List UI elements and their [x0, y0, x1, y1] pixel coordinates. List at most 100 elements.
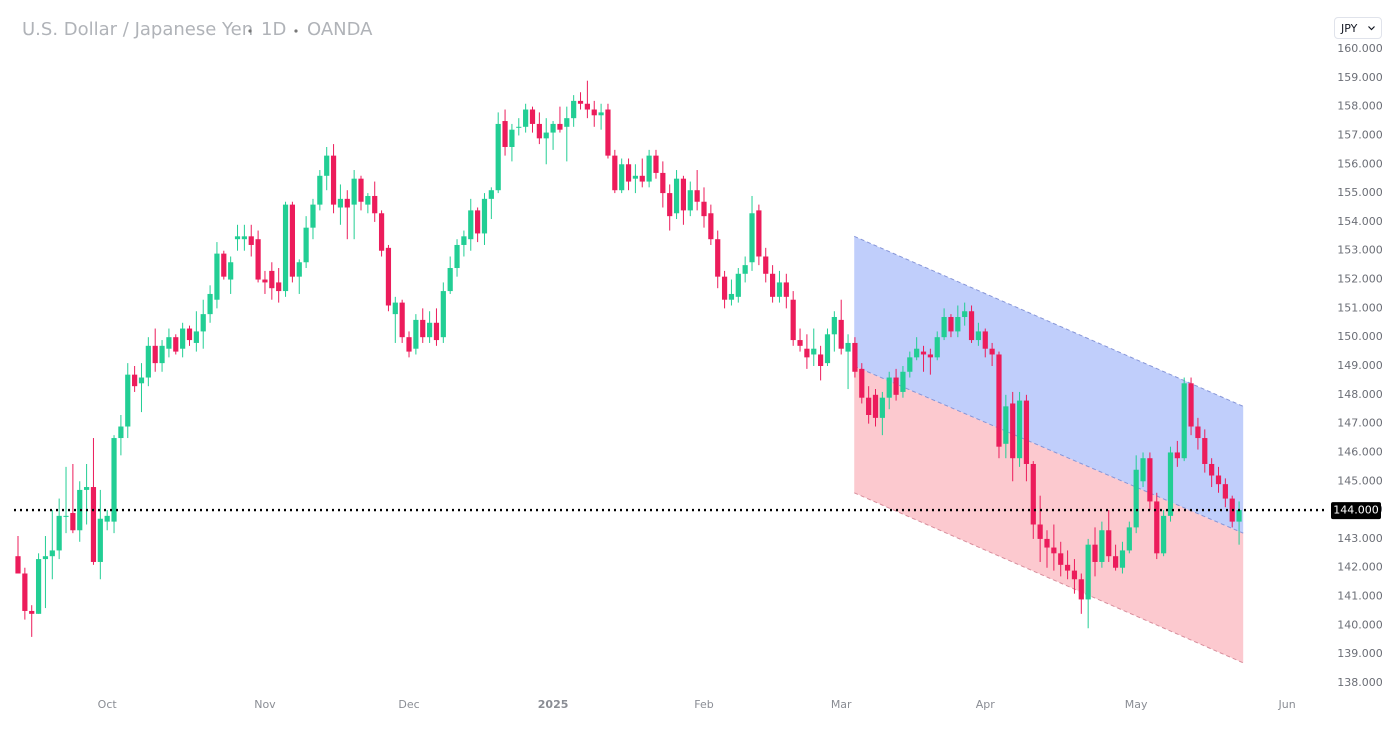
candle-body — [468, 210, 474, 240]
candle-body — [420, 319, 426, 338]
candle-body — [475, 210, 481, 234]
y-tick-label: 152.000 — [1337, 273, 1383, 286]
y-tick-label: 142.000 — [1337, 561, 1383, 574]
candle-body — [543, 132, 549, 139]
candle-body — [893, 377, 899, 395]
y-tick-label: 155.000 — [1337, 186, 1383, 199]
candle-body — [262, 279, 268, 283]
candle-body — [84, 487, 90, 490]
candle-body — [221, 253, 227, 277]
candle-body — [1003, 406, 1009, 444]
candle-body — [824, 334, 831, 364]
candle-body — [591, 109, 597, 116]
candle-body — [1188, 383, 1194, 427]
candle-body — [344, 198, 350, 208]
candle-body — [934, 337, 940, 358]
candle-body — [1010, 403, 1016, 459]
price-label-box — [1331, 502, 1381, 520]
candle-body — [577, 100, 584, 104]
candle-body — [872, 394, 879, 418]
candle-body — [783, 282, 789, 297]
candle-body — [735, 273, 741, 297]
candle-body — [584, 103, 590, 110]
candle-body — [392, 302, 398, 315]
candle-body — [797, 340, 803, 346]
candle-body — [132, 374, 138, 387]
candle-body — [152, 345, 158, 364]
candle-body — [1016, 400, 1023, 459]
candle-body — [1222, 484, 1228, 499]
candle-body — [433, 322, 440, 341]
currency-select[interactable]: JPY — [1334, 17, 1382, 39]
candle-body — [632, 175, 638, 179]
candle-body — [859, 368, 865, 398]
y-tick-label: 141.000 — [1337, 590, 1383, 603]
candle-body — [1215, 475, 1222, 485]
candle-body — [1154, 501, 1160, 554]
candle-body — [42, 556, 49, 560]
currency: JPY — [1341, 21, 1358, 35]
candle-body — [879, 397, 885, 418]
candle-body — [852, 342, 858, 372]
x-tick-label: Mar — [831, 698, 852, 711]
y-tick-label: 147.000 — [1337, 417, 1383, 430]
candle-body — [1030, 463, 1036, 525]
channel-lower-fill — [854, 366, 1244, 663]
candle-body — [282, 204, 289, 292]
candle-body — [1113, 556, 1119, 568]
x-tick-label: Dec — [398, 698, 419, 711]
x-tick-label: May — [1125, 698, 1148, 711]
candle-body — [975, 331, 981, 341]
candle-body — [728, 293, 735, 300]
candle-body — [529, 109, 536, 124]
y-tick-label: 139.000 — [1337, 647, 1383, 660]
candle-body — [996, 354, 1002, 447]
candle-body — [207, 293, 213, 315]
candle-body — [310, 204, 316, 228]
candle-body — [241, 236, 247, 240]
candle-body — [70, 512, 76, 531]
candle-body — [1161, 515, 1167, 554]
separator — [248, 29, 252, 33]
candle-body — [770, 273, 776, 297]
candle-body — [454, 244, 460, 269]
candle-body — [1071, 570, 1078, 580]
candle-body — [56, 515, 62, 551]
candle-body — [749, 213, 755, 263]
candle-body — [955, 317, 961, 332]
candle-body — [255, 239, 261, 280]
channel-lower-line — [854, 492, 1244, 664]
candle-body — [646, 155, 652, 182]
candle-body — [193, 331, 199, 343]
candle-body — [516, 126, 522, 128]
candle-body — [269, 270, 275, 289]
candle-body — [303, 227, 309, 263]
x-tick-label: 2025 — [538, 698, 569, 711]
candle-body — [166, 337, 172, 349]
y-tick-label: 146.000 — [1337, 445, 1383, 458]
candle-body — [941, 317, 947, 338]
y-tick-label: 154.000 — [1337, 215, 1383, 228]
candle-body — [502, 121, 508, 147]
y-tick-label: 153.000 — [1337, 244, 1383, 257]
candle-body — [1106, 530, 1112, 557]
candle-body — [200, 314, 206, 332]
candle-body — [866, 397, 872, 415]
candle-body — [914, 348, 920, 358]
candle-body — [804, 348, 810, 358]
candle-body — [296, 262, 302, 277]
candle-body — [385, 247, 392, 306]
candle-body — [776, 282, 783, 297]
candle-body — [1099, 530, 1105, 562]
candle-body — [413, 319, 419, 349]
candle-body — [495, 123, 501, 191]
channel-middle-line — [854, 365, 1244, 534]
candle-body — [763, 256, 769, 274]
candle-body — [145, 345, 151, 378]
channel-upper-fill — [854, 236, 1244, 534]
candle-body — [90, 487, 97, 562]
candle-body — [330, 155, 337, 205]
candle-body — [886, 377, 892, 398]
candle-body — [159, 345, 165, 364]
